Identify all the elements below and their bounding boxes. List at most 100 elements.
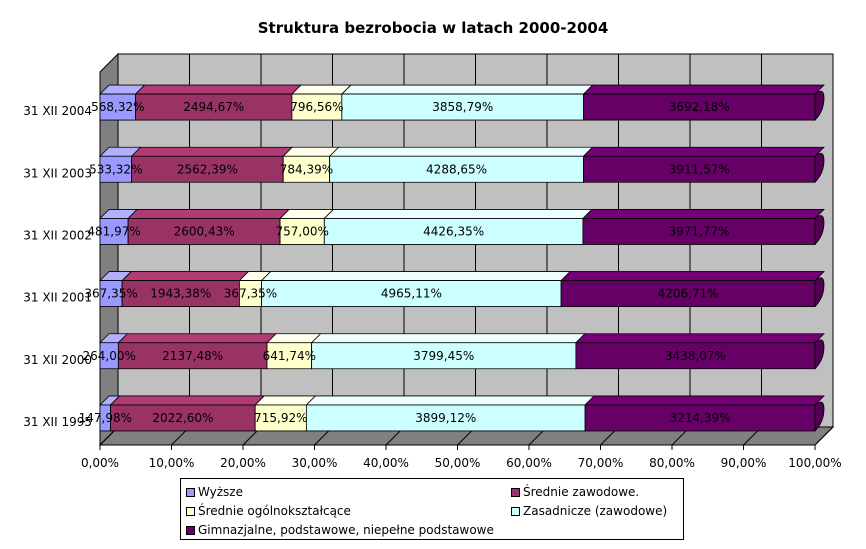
bar-top	[581, 209, 825, 219]
bar-segment	[560, 271, 825, 308]
x-tick-label: 30,00%	[292, 456, 338, 470]
legend-item: Zasadnicze (zawodowe)	[511, 503, 667, 519]
bar-segment	[117, 333, 277, 370]
x-tick-label: 80,00%	[649, 456, 695, 470]
bar-top	[582, 146, 825, 157]
data-label: 784,39%	[280, 162, 333, 176]
legend-item: Wyższe	[186, 484, 243, 500]
data-label: 481,97%	[87, 224, 140, 238]
legend-swatch	[186, 506, 195, 516]
bars	[99, 84, 825, 432]
floor-gridline	[814, 426, 834, 446]
bar-top	[282, 146, 340, 157]
x-tick-label: 10,00%	[149, 456, 195, 470]
data-label: 3971,77%	[668, 224, 729, 238]
data-label: 1943,38%	[150, 287, 211, 301]
data-label: 2137,48%	[162, 349, 223, 363]
bar-top	[582, 84, 825, 95]
data-label: 367,35%	[84, 287, 137, 301]
data-label: 2494,67%	[183, 100, 244, 114]
x-tick-label: 0,00%	[81, 456, 119, 470]
data-label: 147,98%	[79, 411, 132, 425]
bar-cap	[814, 215, 825, 246]
x-tick-label: 50,00%	[435, 456, 481, 470]
bar-top	[260, 271, 572, 281]
data-label: 2600,43%	[174, 224, 235, 238]
bar-cap	[814, 339, 825, 370]
bar-segment	[290, 84, 352, 122]
legend-swatch	[186, 487, 195, 497]
bar-segment	[574, 333, 825, 370]
data-label: 3692,18%	[669, 100, 730, 114]
data-labels: 568,32% 2494,67% 796,56% 3858,79% 3692,18% 53…	[79, 100, 731, 425]
legend-label: Wyższe	[198, 485, 243, 499]
bar-top	[134, 84, 302, 95]
data-label: 568,32%	[91, 100, 144, 114]
bar-top	[290, 84, 352, 95]
bar-cap	[814, 90, 825, 122]
bar-top	[328, 146, 594, 157]
y-tick-label: 31 XII 2002	[23, 228, 92, 242]
data-label: 4965,11%	[381, 287, 442, 301]
bar-segment	[582, 84, 825, 122]
bar-top	[109, 395, 266, 406]
y-tick-label: 31 XII 2001	[23, 291, 92, 305]
data-label: 3438,07%	[665, 349, 726, 363]
bar-cap	[814, 152, 825, 184]
y-tick-label: 31 XII 2004	[23, 104, 92, 118]
x-tick-label: 100,00%	[788, 456, 841, 470]
data-label: 533,32%	[89, 162, 142, 176]
bar-top	[584, 395, 825, 406]
data-label: 264,00%	[82, 349, 135, 363]
bar-top	[130, 146, 294, 157]
y-tick-label: 31 XII 2003	[23, 166, 92, 180]
x-tick-label: 60,00%	[506, 456, 552, 470]
bar-cap	[814, 277, 825, 308]
bar-top	[560, 271, 825, 281]
bar-top	[127, 209, 291, 219]
data-label: 3899,12%	[415, 411, 476, 425]
bar-segment	[581, 209, 825, 246]
legend-item: Średnie zawodowe.	[511, 484, 639, 500]
bar-segment	[582, 146, 825, 184]
data-label: 641,74%	[263, 349, 316, 363]
x-tick-label: 40,00%	[363, 456, 409, 470]
legend: Wyższe Średnie zawodowe. Średnie ogólnoksz…	[180, 478, 684, 540]
data-label: 3911,57%	[669, 162, 730, 176]
bar-cap	[814, 401, 825, 432]
chart-title: Struktura bezrobocia w latach 2000-2004	[257, 19, 609, 37]
legend-label: Zasadnicze (zawodowe)	[523, 504, 668, 518]
legend-swatch	[511, 506, 520, 516]
data-label: 4206,71%	[658, 287, 719, 301]
data-label: 715,92%	[254, 411, 307, 425]
x-tick-label: 20,00%	[220, 456, 266, 470]
data-label: 3214,39%	[670, 411, 731, 425]
data-label: 2562,39%	[177, 162, 238, 176]
data-label: 4288,65%	[426, 162, 487, 176]
data-label: 757,00%	[276, 224, 329, 238]
data-label: 3799,45%	[413, 349, 474, 363]
data-label: 2022,60%	[152, 411, 213, 425]
legend-swatch	[511, 487, 520, 497]
y-tick-label: 31 XII 2000	[23, 353, 92, 367]
bar-segment	[260, 271, 572, 308]
x-tick-label: 70,00%	[578, 456, 624, 470]
bar-top	[340, 84, 594, 95]
bar-top	[305, 395, 596, 406]
bar-top	[121, 271, 250, 281]
legend-label: Średnie zawodowe.	[523, 485, 640, 499]
data-label: 4426,35%	[423, 224, 484, 238]
x-tick-label: 90,00%	[721, 456, 767, 470]
legend-item: Średnie ogólnokształcące	[186, 503, 351, 519]
bar-top	[117, 333, 277, 344]
bar-segment	[584, 395, 825, 432]
legend-label: Średnie ogólnokształcące	[198, 504, 351, 518]
y-tick-label: 31 XII 1995	[23, 415, 92, 429]
data-label: 367,35%	[224, 287, 277, 301]
bar-top	[254, 395, 317, 406]
legend-label: Gimnazjalne, podstawowe, niepełne podsta…	[198, 523, 494, 537]
bar-top	[310, 333, 586, 344]
legend-swatch	[186, 525, 195, 535]
